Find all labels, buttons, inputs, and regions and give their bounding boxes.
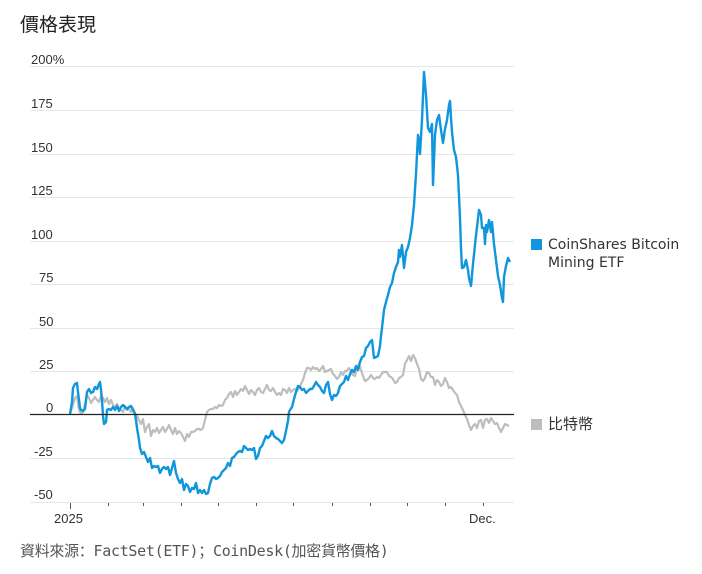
y-label-25: 25 <box>39 357 54 372</box>
y-label-150: 150 <box>31 140 53 155</box>
etf-line <box>68 70 512 496</box>
legend-bitcoin: 比特幣 <box>531 415 593 433</box>
y-label-50: 50 <box>39 314 54 329</box>
y-label-0: 0 <box>46 400 54 415</box>
y-label-175: 175 <box>31 96 53 111</box>
legend-etf-label-line2: Mining ETF <box>548 255 625 271</box>
x-label-dec: Dec. <box>469 511 496 526</box>
y-label-125: 125 <box>31 183 53 198</box>
x-ticks <box>70 503 484 509</box>
y-label-75: 75 <box>39 270 54 285</box>
bitcoin-line <box>68 353 510 443</box>
legend-etf: CoinShares Bitcoin Mining ETF <box>531 236 679 272</box>
legend-bitcoin-label: 比特幣 <box>548 415 594 433</box>
chart-title: 價格表現 <box>20 14 97 36</box>
legend-etf-swatch <box>531 239 542 250</box>
y-label-100: 100 <box>31 227 53 242</box>
y-label-minus25: -25 <box>34 444 53 459</box>
legend-bitcoin-swatch <box>531 419 542 430</box>
y-label-minus50: -50 <box>34 487 53 502</box>
legend-etf-label-line1: CoinShares Bitcoin <box>548 237 680 253</box>
x-label-2025: 2025 <box>54 511 83 526</box>
source-note: 資料來源：FactSet(ETF)；CoinDesk(加密貨幣價格) <box>20 542 389 560</box>
y-label-200: 200% <box>31 52 65 67</box>
